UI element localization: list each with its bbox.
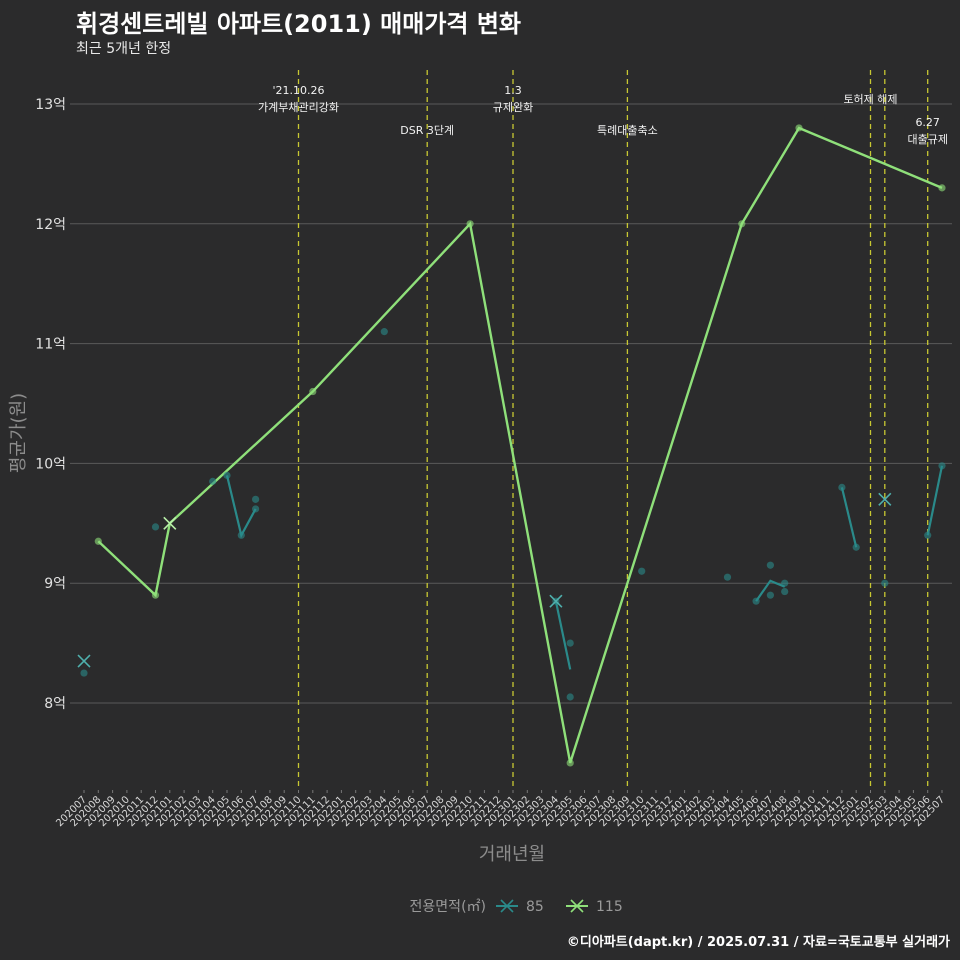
policy-annotation-label: DSR 3단계 [400, 124, 454, 137]
y-tick-label: 9억 [44, 576, 66, 592]
series-85-point [838, 483, 846, 491]
legend: 전용면적(㎡) 85 115 [410, 899, 623, 915]
series-115-point [309, 387, 317, 396]
policy-annotation-label: 토허제 해제 [843, 92, 897, 106]
series-85-point [766, 591, 775, 599]
series-85-cross-marker [878, 492, 892, 506]
series-115-point [566, 759, 574, 767]
series-85-point [151, 523, 160, 531]
series-85-point [80, 669, 88, 677]
policy-annotation-label: 특례대출축소 [597, 124, 658, 137]
y-axis: 8억 9억 10억 11억 12억 13억 [35, 97, 66, 712]
series-85-line [225, 475, 257, 539]
policy-annotation-date: 6.27 [915, 116, 940, 129]
series-85-point [723, 573, 732, 581]
series-85-point [638, 567, 646, 575]
y-tick-label: 11억 [35, 337, 66, 353]
y-tick-label: 10억 [35, 456, 66, 472]
series-85-point [566, 639, 574, 647]
series-85-point [924, 531, 932, 539]
policy-annotation-date: 1.3 [504, 84, 522, 97]
series-85-point [252, 505, 260, 513]
series-115-point [795, 124, 803, 132]
series-85-line [926, 465, 944, 536]
series-85-point [252, 495, 260, 503]
series-115-point [151, 591, 160, 599]
legend-title: 전용면적(㎡) [410, 899, 486, 915]
series-85-point [380, 328, 388, 336]
policy-annotation-label: 대출규제 [907, 133, 947, 146]
legend-label: 115 [596, 899, 623, 915]
y-tick-label: 8억 [44, 696, 66, 712]
y-axis-title: 평균가(원) [8, 393, 29, 473]
gridlines [70, 103, 952, 704]
cross-stroke [549, 594, 563, 608]
legend-item-115: 115 [566, 899, 623, 915]
y-tick-label: 13억 [35, 97, 66, 113]
series-85-point [223, 471, 231, 479]
series-85-point [938, 462, 946, 470]
series-85-point [566, 693, 574, 701]
series-85-point [781, 587, 789, 596]
chart-subtitle: 최근 5개년 한정 [76, 41, 172, 57]
legend-label: 85 [526, 899, 544, 915]
cross-stroke [500, 899, 514, 913]
cross-stroke [878, 492, 892, 506]
policy-annotation-date: '21.10.26 [272, 84, 324, 97]
series-115-cross-marker [163, 516, 177, 530]
x-axis: 2020072020082020092020102020112020122021… [54, 790, 947, 829]
series-85-line [840, 487, 858, 548]
series-115-point [94, 537, 102, 545]
policy-annotation-label: 규제완화 [493, 101, 533, 114]
series-85-point [766, 561, 775, 569]
series-115-point [938, 184, 946, 192]
legend-marker [500, 899, 514, 913]
series-115-point [738, 220, 746, 228]
series-85-point [852, 543, 860, 551]
chart-title: 휘경센트레빌 아파트(2011) 매매가격 변화 [76, 10, 521, 38]
series-85-cross-marker [77, 654, 91, 668]
series-85-point [881, 579, 889, 587]
series-85-point [752, 597, 760, 605]
series-85-cross-marker [549, 594, 563, 608]
series-lines [97, 126, 944, 764]
series-85-line [755, 579, 786, 602]
series-85-line [554, 600, 572, 670]
series-115-point [466, 220, 474, 228]
series-85-point [781, 579, 789, 587]
policy-annotation-label: 가계부채관리강화 [258, 101, 339, 114]
series-85-point [209, 477, 217, 485]
source-caption: ©디아파트(dapt.kr) / 2025.07.31 / 자료=국토교통부 실… [566, 935, 950, 950]
y-tick-label: 12억 [35, 217, 66, 233]
x-axis-title: 거래년월 [479, 844, 545, 865]
series-115-line [97, 126, 943, 764]
series-85-point [237, 531, 245, 539]
cross-stroke [77, 654, 91, 668]
cross-stroke [163, 516, 177, 530]
legend-item-85: 85 [496, 899, 544, 915]
cross-stroke [570, 899, 584, 913]
series-points [77, 124, 946, 767]
legend-marker [570, 899, 584, 913]
